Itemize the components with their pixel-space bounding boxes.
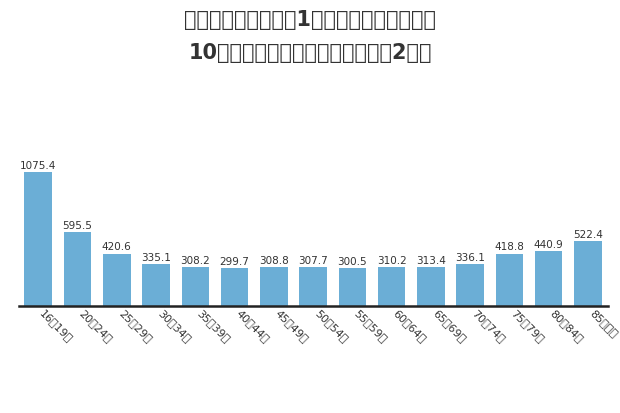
Bar [182, 268, 209, 306]
Bar [25, 172, 52, 306]
Bar [339, 268, 366, 306]
Bar [221, 268, 248, 306]
Text: 595.5: 595.5 [63, 221, 92, 230]
Text: 522.4: 522.4 [573, 230, 603, 240]
Bar [417, 267, 445, 306]
Text: 420.6: 420.6 [102, 242, 131, 252]
Text: 300.5: 300.5 [337, 257, 367, 267]
Text: 308.8: 308.8 [259, 256, 289, 266]
Bar [535, 251, 562, 306]
Text: 336.1: 336.1 [455, 253, 485, 263]
Text: 418.8: 418.8 [495, 242, 525, 252]
Text: 1075.4: 1075.4 [20, 161, 56, 171]
Bar [103, 254, 130, 306]
Text: 307.7: 307.7 [298, 256, 328, 266]
Text: 299.7: 299.7 [219, 257, 249, 267]
Text: 308.2: 308.2 [180, 256, 210, 266]
Text: 440.9: 440.9 [534, 240, 564, 250]
Bar [574, 241, 601, 306]
Text: 313.4: 313.4 [416, 256, 446, 266]
Bar [496, 254, 523, 306]
Bar [456, 264, 484, 306]
Bar [299, 268, 327, 306]
Text: 310.2: 310.2 [377, 256, 407, 266]
Bar [378, 267, 405, 306]
Bar [142, 264, 170, 306]
Text: 335.1: 335.1 [141, 253, 171, 263]
Bar [260, 267, 288, 306]
Bar [64, 232, 91, 306]
Text: 10万人当たり交通事故件数（令和2年）: 10万人当たり交通事故件数（令和2年） [188, 43, 432, 63]
Text: 原付以上運転者（第1当事者）の免許保有者: 原付以上運転者（第1当事者）の免許保有者 [184, 10, 436, 30]
